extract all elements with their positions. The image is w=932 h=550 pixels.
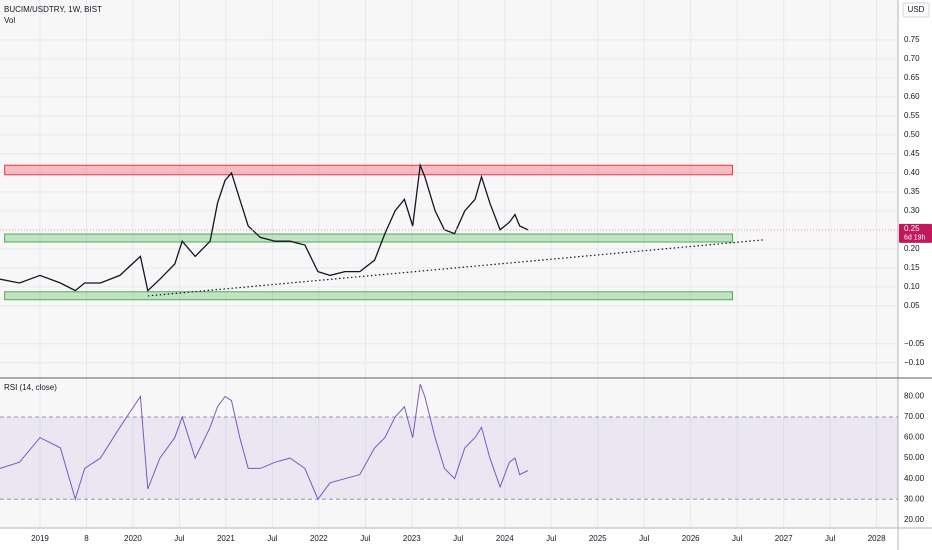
zone bbox=[4, 164, 734, 176]
last-price: 0.25 bbox=[904, 224, 920, 233]
x-tick-label: Jul bbox=[825, 534, 835, 543]
x-tick-label: Jul bbox=[639, 534, 649, 543]
x-tick-label: 2028 bbox=[868, 534, 886, 543]
x-tick-label: 2022 bbox=[310, 534, 328, 543]
zone bbox=[4, 291, 734, 301]
y-tick-label: 70.00 bbox=[904, 412, 925, 421]
y-tick-label: 0.60 bbox=[904, 92, 920, 101]
rsi-band bbox=[0, 417, 898, 500]
series-line bbox=[0, 384, 529, 501]
x-tick-label: Jul bbox=[267, 534, 277, 543]
price-axis bbox=[898, 0, 932, 550]
y-tick-label: 80.00 bbox=[904, 392, 925, 401]
x-tick-label: Jul bbox=[360, 534, 370, 543]
y-tick-label: 20.00 bbox=[904, 515, 925, 524]
y-tick-label: 0.30 bbox=[904, 206, 920, 215]
y-tick-label: 0.55 bbox=[904, 111, 920, 120]
y-tick-label: 0.70 bbox=[904, 54, 920, 63]
countdown: 6d 19h bbox=[904, 235, 926, 242]
y-tick-label: 0.15 bbox=[904, 263, 920, 272]
y-tick-label: 0.05 bbox=[904, 301, 920, 310]
x-tick-label: Jul bbox=[732, 534, 742, 543]
x-tick-label: Jul bbox=[453, 534, 463, 543]
y-tick-label: 0.75 bbox=[904, 35, 920, 44]
y-tick-label: 0.40 bbox=[904, 168, 920, 177]
x-tick-label: 2026 bbox=[682, 534, 700, 543]
y-tick-label: −0.05 bbox=[904, 339, 925, 348]
x-tick-label: 2020 bbox=[124, 534, 142, 543]
series-line bbox=[0, 162, 529, 292]
x-tick-label: 2023 bbox=[403, 534, 421, 543]
y-tick-label: 50.00 bbox=[904, 453, 925, 462]
y-tick-label: 0.20 bbox=[904, 244, 920, 253]
zone bbox=[4, 233, 734, 243]
rsi-title: RSI (14, close) bbox=[4, 383, 57, 392]
y-tick-label: 40.00 bbox=[904, 474, 925, 483]
x-tick-label: 8 bbox=[84, 534, 89, 543]
volume-label: Vol bbox=[4, 16, 15, 25]
last-price-badge bbox=[899, 223, 932, 243]
x-tick-label: 2027 bbox=[775, 534, 793, 543]
x-tick-label: Jul bbox=[174, 534, 184, 543]
currency[interactable]: USD bbox=[908, 5, 925, 14]
y-tick-label: 60.00 bbox=[904, 433, 925, 442]
currency-box[interactable] bbox=[902, 2, 930, 18]
trendline bbox=[147, 239, 766, 297]
y-tick-label: 30.00 bbox=[904, 494, 925, 503]
symbol-title: BUCIM/USDTRY, 1W, BIST bbox=[4, 5, 102, 14]
y-tick-label: 0.50 bbox=[904, 130, 920, 139]
x-tick-label: 2025 bbox=[589, 534, 607, 543]
y-tick-label: −0.10 bbox=[904, 358, 925, 367]
x-tick-label: 2019 bbox=[31, 534, 49, 543]
x-tick-label: 2021 bbox=[217, 534, 235, 543]
y-tick-label: 0.35 bbox=[904, 187, 920, 196]
y-tick-label: 0.65 bbox=[904, 73, 920, 82]
plot-background bbox=[0, 0, 898, 528]
x-tick-label: Jul bbox=[546, 534, 556, 543]
x-tick-label: 2024 bbox=[496, 534, 514, 543]
y-tick-label: 0.45 bbox=[904, 149, 920, 158]
y-tick-label: 0.10 bbox=[904, 282, 920, 291]
